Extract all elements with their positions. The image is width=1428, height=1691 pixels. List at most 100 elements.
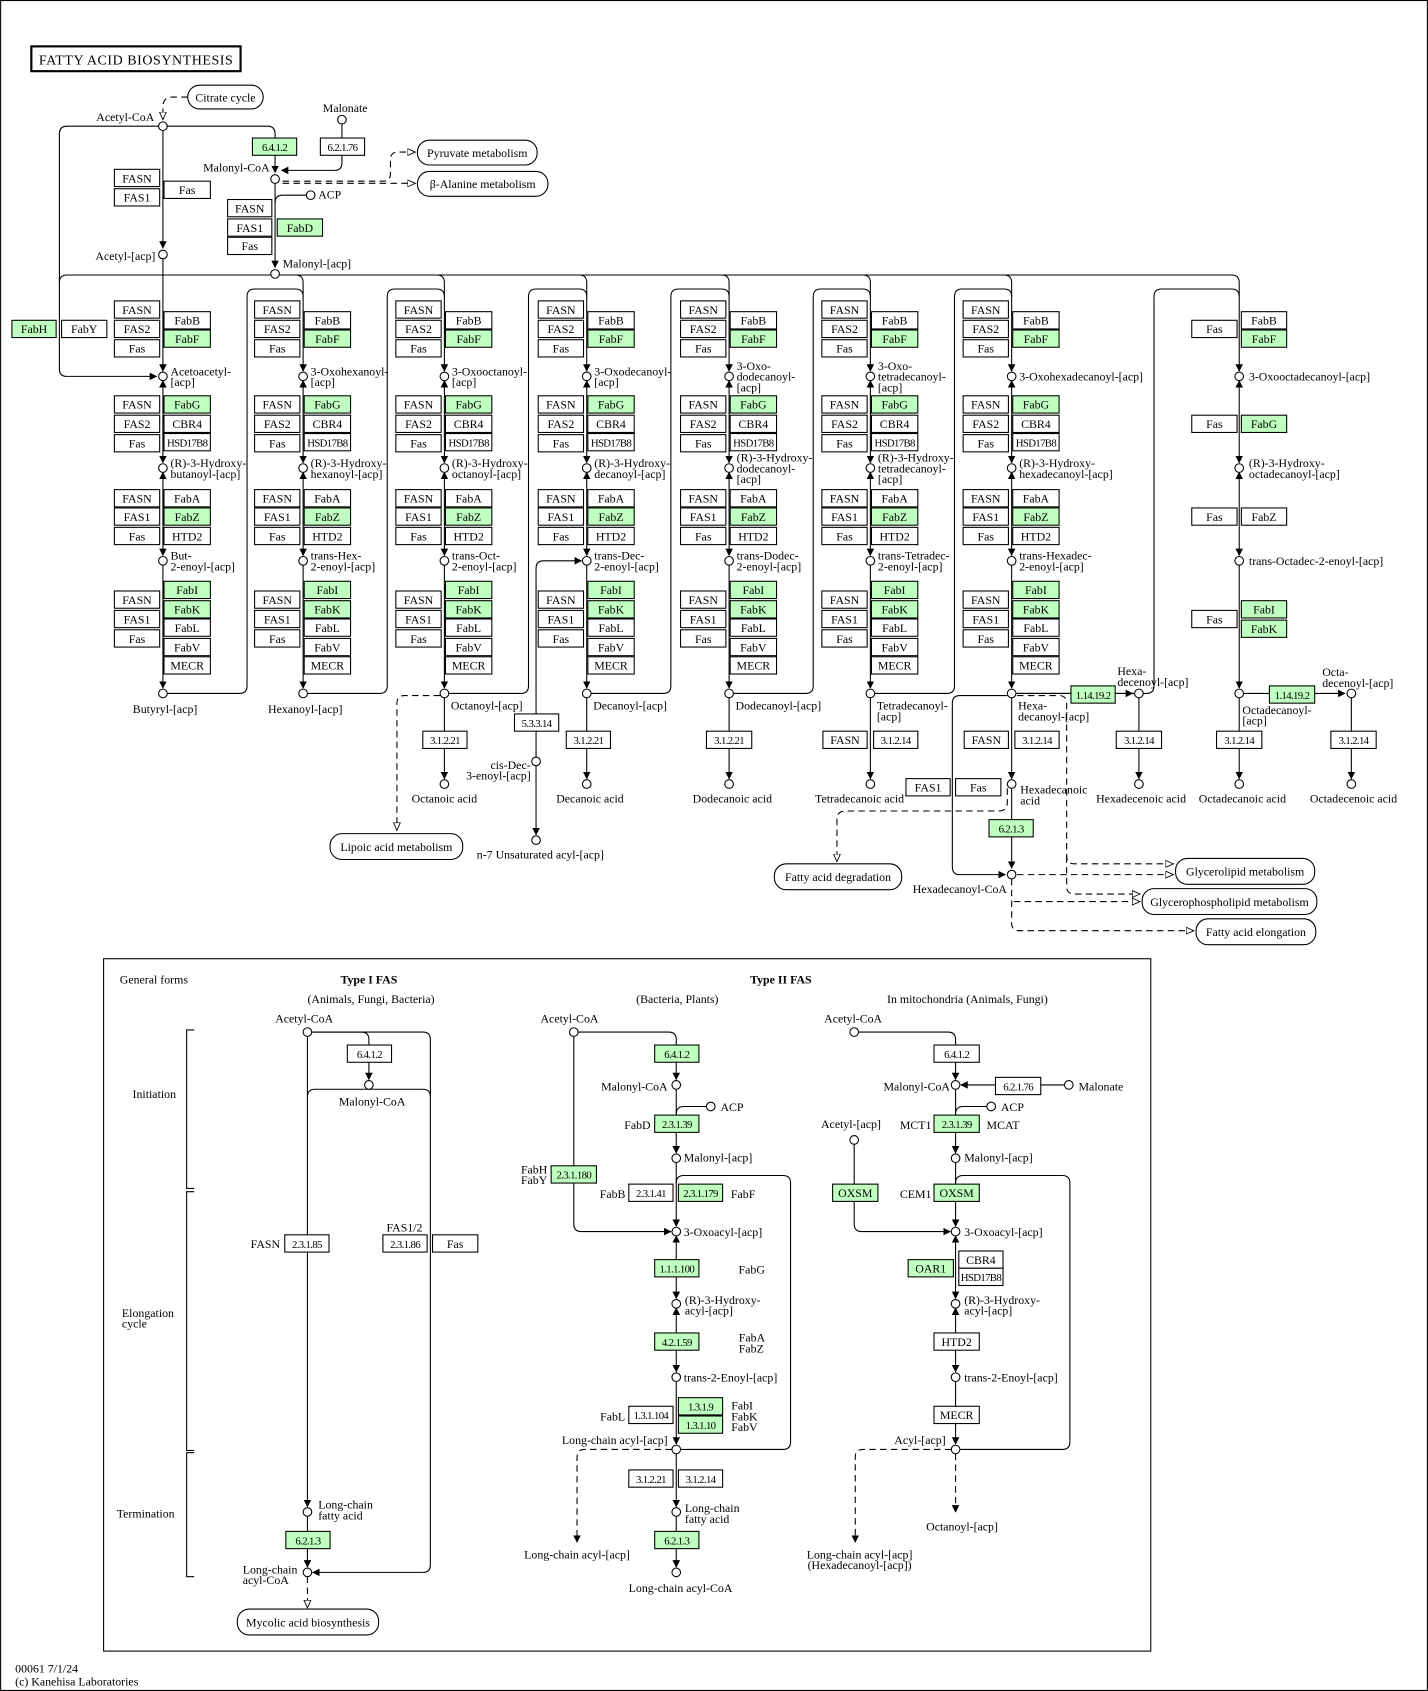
- enzyme-box[interactable]: 5.3.3.14: [513, 713, 560, 732]
- compound-node[interactable]: [1346, 779, 1357, 789]
- compound-node[interactable]: [302, 1567, 313, 1578]
- enzyme-box[interactable]: 3.1.2.14: [873, 730, 919, 749]
- compound-node[interactable]: [1234, 688, 1245, 699]
- enzyme-box[interactable]: FabV: [163, 637, 211, 657]
- enzyme-box[interactable]: FabK: [587, 600, 635, 619]
- enzyme-box[interactable]: FASN: [113, 395, 161, 414]
- enzyme-box[interactable]: Fas: [227, 236, 273, 256]
- compound-node[interactable]: [671, 1507, 682, 1517]
- enzyme-box[interactable]: 3.1.2.21: [422, 730, 468, 749]
- enzyme-box[interactable]: OAR1: [907, 1259, 954, 1278]
- enzyme-box[interactable]: MECR: [587, 656, 635, 675]
- enzyme-box[interactable]: FASN: [537, 300, 585, 319]
- enzyme-box[interactable]: FAS2: [680, 414, 727, 433]
- enzyme-box[interactable]: 6.2.1.76: [994, 1076, 1042, 1096]
- compound-node[interactable]: [302, 1027, 313, 1037]
- compound-node[interactable]: [865, 688, 876, 699]
- enzyme-box[interactable]: HSD17B8: [958, 1267, 1004, 1287]
- enzyme-box[interactable]: FabK: [303, 600, 352, 619]
- enzyme-box[interactable]: FabG: [163, 395, 211, 414]
- enzyme-box[interactable]: FAS1: [821, 507, 868, 526]
- enzyme-box[interactable]: FASN: [254, 590, 301, 609]
- enzyme-box[interactable]: CBR4: [729, 414, 778, 433]
- enzyme-box[interactable]: FAS1: [254, 609, 301, 629]
- enzyme-box[interactable]: FabI: [587, 580, 635, 600]
- enzyme-box[interactable]: FASN: [680, 590, 727, 609]
- enzyme-box[interactable]: Fas: [254, 434, 301, 453]
- enzyme-box[interactable]: FAS1: [962, 507, 1009, 526]
- enzyme-box[interactable]: FASN: [962, 300, 1009, 319]
- compound-node[interactable]: [531, 835, 541, 845]
- enzyme-box[interactable]: FAS1: [113, 188, 161, 207]
- enzyme-box[interactable]: FabI: [1012, 580, 1060, 600]
- enzyme-box[interactable]: FabF: [870, 329, 919, 348]
- enzyme-box[interactable]: 1.3.1.104: [628, 1405, 674, 1425]
- enzyme-box[interactable]: FabV: [444, 637, 493, 657]
- enzyme-box[interactable]: 1.1.1.100: [654, 1259, 700, 1278]
- enzyme-box[interactable]: FAS2: [113, 319, 161, 339]
- enzyme-box[interactable]: FabZ: [163, 507, 211, 526]
- compound-node[interactable]: [724, 688, 734, 699]
- enzyme-box[interactable]: FASN: [395, 395, 442, 414]
- enzyme-box[interactable]: FASN: [821, 489, 868, 508]
- enzyme-box[interactable]: FabZ: [870, 507, 919, 526]
- enzyme-box[interactable]: FabV: [587, 637, 635, 657]
- enzyme-box[interactable]: FabD: [276, 218, 324, 237]
- compound-node[interactable]: [671, 1080, 682, 1090]
- compound-node[interactable]: [849, 1135, 860, 1145]
- compound-node[interactable]: [1234, 555, 1245, 566]
- enzyme-box[interactable]: 2.3.1.39: [933, 1114, 980, 1133]
- enzyme-box[interactable]: FASN: [963, 730, 1009, 749]
- enzyme-box[interactable]: HTD2: [933, 1332, 980, 1351]
- compound-node[interactable]: [158, 555, 168, 566]
- enzyme-box[interactable]: FASN: [113, 168, 161, 188]
- enzyme-box[interactable]: Fas: [962, 339, 1009, 358]
- enzyme-box[interactable]: FAS2: [680, 319, 727, 339]
- compound-node[interactable]: [950, 1226, 961, 1237]
- compound-node[interactable]: [671, 1226, 682, 1237]
- enzyme-box[interactable]: 1.3.1.9: [677, 1397, 724, 1416]
- enzyme-box[interactable]: HSD17B8: [1012, 432, 1060, 452]
- enzyme-box[interactable]: FASN: [680, 395, 727, 414]
- map-link[interactable]: Fatty acid elongation: [1195, 918, 1317, 946]
- enzyme-box[interactable]: Fas: [1191, 414, 1238, 433]
- enzyme-box[interactable]: CBR4: [958, 1250, 1004, 1269]
- enzyme-box[interactable]: 6.2.1.3: [285, 1530, 331, 1550]
- enzyme-box[interactable]: Fas: [537, 339, 585, 358]
- compound-node[interactable]: [364, 1080, 374, 1090]
- enzyme-box[interactable]: HTD2: [444, 526, 493, 546]
- compound-node[interactable]: [1234, 463, 1245, 473]
- enzyme-box[interactable]: Fas: [254, 526, 301, 546]
- enzyme-box[interactable]: FASN: [821, 300, 868, 319]
- compound-node[interactable]: [950, 1153, 961, 1164]
- enzyme-box[interactable]: HSD17B8: [444, 432, 493, 452]
- map-link[interactable]: Glycerophospholipid metabolism: [1141, 888, 1318, 916]
- enzyme-box[interactable]: 3.1.2.14: [1014, 730, 1060, 749]
- enzyme-box[interactable]: CBR4: [870, 414, 919, 433]
- compound-node[interactable]: [298, 371, 308, 382]
- enzyme-box[interactable]: 6.4.1.2: [346, 1044, 393, 1063]
- enzyme-box[interactable]: Fas: [395, 434, 442, 453]
- compound-node[interactable]: [1006, 688, 1017, 699]
- enzyme-box[interactable]: HSD17B8: [587, 432, 635, 452]
- enzyme-box[interactable]: FabB: [444, 311, 493, 330]
- compound-node[interactable]: [298, 463, 308, 473]
- enzyme-box[interactable]: FAS2: [962, 414, 1009, 433]
- enzyme-box[interactable]: Fas: [537, 434, 585, 453]
- enzyme-box[interactable]: 2.3.1.180: [550, 1165, 597, 1184]
- compound-node[interactable]: [581, 779, 592, 789]
- enzyme-box[interactable]: MECR: [729, 656, 778, 675]
- enzyme-box[interactable]: Fas: [680, 434, 727, 453]
- enzyme-box[interactable]: FASN: [254, 395, 301, 414]
- enzyme-box[interactable]: 1.3.1.10: [677, 1415, 724, 1434]
- compound-node[interactable]: [1006, 555, 1017, 566]
- enzyme-box[interactable]: Fas: [821, 526, 868, 546]
- enzyme-box[interactable]: CBR4: [163, 414, 211, 433]
- enzyme-box[interactable]: FabL: [1012, 618, 1060, 637]
- enzyme-box[interactable]: 6.4.1.2: [654, 1044, 700, 1063]
- map-link[interactable]: Pyruvate metabolism: [416, 139, 538, 166]
- compound-node[interactable]: [705, 1101, 716, 1112]
- enzyme-box[interactable]: FabK: [163, 600, 211, 619]
- enzyme-box[interactable]: MECR: [1012, 656, 1060, 675]
- enzyme-box[interactable]: FAS1: [395, 609, 442, 629]
